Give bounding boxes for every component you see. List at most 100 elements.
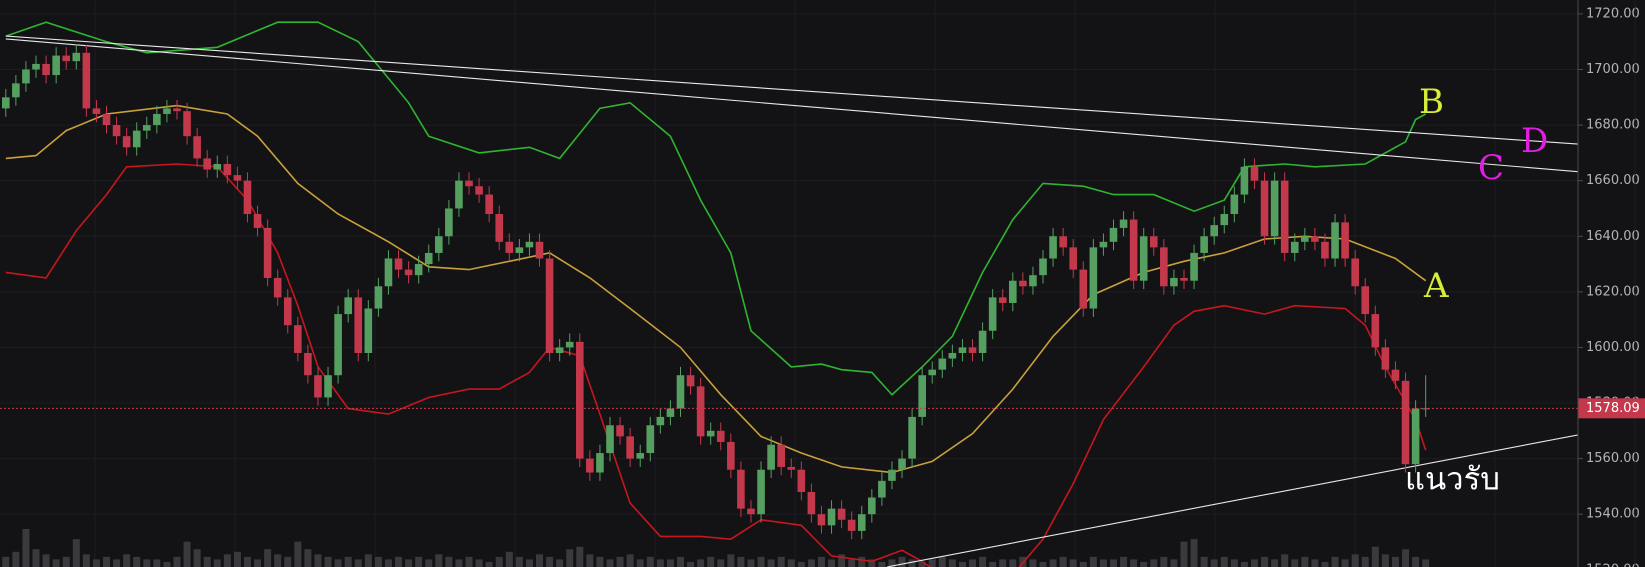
candle-body xyxy=(193,136,201,159)
candle-body xyxy=(374,286,383,309)
candle-body xyxy=(978,330,987,353)
y-tick-label: 1620.00 xyxy=(1586,284,1640,299)
volume-bar xyxy=(566,549,574,567)
candle-body xyxy=(163,108,171,114)
candle-body xyxy=(706,430,715,437)
volume-bar xyxy=(1422,559,1430,567)
volume-bar xyxy=(153,559,161,567)
volume-bar xyxy=(133,556,141,567)
candle-body xyxy=(445,208,453,237)
candle-body xyxy=(263,227,272,278)
candle-body xyxy=(797,469,806,492)
volume-bar xyxy=(1331,556,1339,567)
candle-body xyxy=(153,113,161,126)
volume-bar xyxy=(233,551,241,567)
current-price-box xyxy=(1578,398,1645,419)
candle-body xyxy=(1089,247,1098,309)
volume-bar xyxy=(868,559,876,567)
volume-bar xyxy=(42,554,50,567)
volume-bar xyxy=(223,554,231,567)
candle-body xyxy=(1321,241,1329,259)
candle-body xyxy=(203,158,211,170)
volume-bar xyxy=(969,559,977,567)
candle-body xyxy=(32,63,40,70)
volume-bar xyxy=(878,561,886,567)
volume-bar xyxy=(1140,561,1148,567)
volume-bar xyxy=(1120,556,1128,567)
candle-body xyxy=(1341,222,1349,259)
candle-body xyxy=(1029,275,1037,287)
volume-bar xyxy=(908,559,916,567)
candle-body xyxy=(304,352,312,376)
volume-bar xyxy=(1412,556,1420,567)
candle-body xyxy=(988,297,997,331)
candle-body xyxy=(1240,166,1249,195)
volume-bar xyxy=(646,556,654,567)
volume-bar xyxy=(989,561,997,567)
candle-body xyxy=(283,297,292,326)
candle-body xyxy=(787,466,796,470)
line xyxy=(5,38,1578,173)
volume-bar xyxy=(415,556,423,567)
volume-bar xyxy=(1210,559,1218,567)
volume-bar xyxy=(405,559,413,567)
candle-body xyxy=(998,297,1007,303)
volume-bar xyxy=(1160,556,1168,567)
candle-body xyxy=(1210,225,1218,237)
candle-body xyxy=(1149,236,1158,248)
candle-body xyxy=(1200,236,1208,253)
line xyxy=(5,21,1427,396)
candle-body xyxy=(1109,227,1118,242)
volume-bar xyxy=(676,556,684,567)
candle-body xyxy=(767,444,775,470)
volume-bar xyxy=(1110,559,1117,567)
y-tick-label: 1520.00 xyxy=(1586,562,1640,567)
volume-bar xyxy=(1391,556,1399,567)
candle-body xyxy=(1019,280,1027,287)
candle-body xyxy=(1311,236,1319,242)
volume-bar xyxy=(707,556,715,567)
volume-bar xyxy=(1059,556,1067,567)
candle-body xyxy=(646,425,655,454)
candle-body xyxy=(555,347,564,353)
candle-body xyxy=(535,241,544,259)
volume-bar xyxy=(254,559,262,567)
volume-bar xyxy=(364,554,372,567)
volume-bar xyxy=(636,559,644,567)
y-tick-label: 1540.00 xyxy=(1586,507,1640,522)
candle-body xyxy=(62,55,71,62)
candle-body xyxy=(1170,277,1178,287)
volume-bar xyxy=(445,556,453,567)
volume-bar xyxy=(103,556,110,567)
candle-body xyxy=(22,69,30,84)
candle-body xyxy=(354,297,363,353)
volume-bar xyxy=(344,556,352,567)
candle-body xyxy=(968,347,977,353)
annotation: แนวรับ xyxy=(1405,462,1500,498)
candle-body xyxy=(737,469,745,509)
candle-body xyxy=(1059,236,1067,248)
candle-body xyxy=(465,180,473,187)
volume-bar xyxy=(1150,559,1158,567)
volume-bar xyxy=(828,559,836,567)
volume-bar xyxy=(193,549,201,567)
candle-body xyxy=(273,277,282,298)
candle-body xyxy=(586,458,594,473)
volume-bar xyxy=(274,554,282,567)
y-tick-label: 1600.00 xyxy=(1586,340,1640,355)
volume-bar xyxy=(737,556,745,567)
volume-bar xyxy=(203,556,211,567)
candle-body xyxy=(505,241,514,253)
volume-bar xyxy=(1069,559,1077,567)
volume-bar xyxy=(123,554,131,567)
volume-bar xyxy=(485,561,493,567)
volume-bar xyxy=(727,554,735,567)
volume-bar xyxy=(183,541,191,567)
volume-bar xyxy=(455,559,463,567)
volume-bar xyxy=(687,561,695,567)
candle-body xyxy=(334,314,342,376)
volume-bar xyxy=(1240,561,1248,567)
